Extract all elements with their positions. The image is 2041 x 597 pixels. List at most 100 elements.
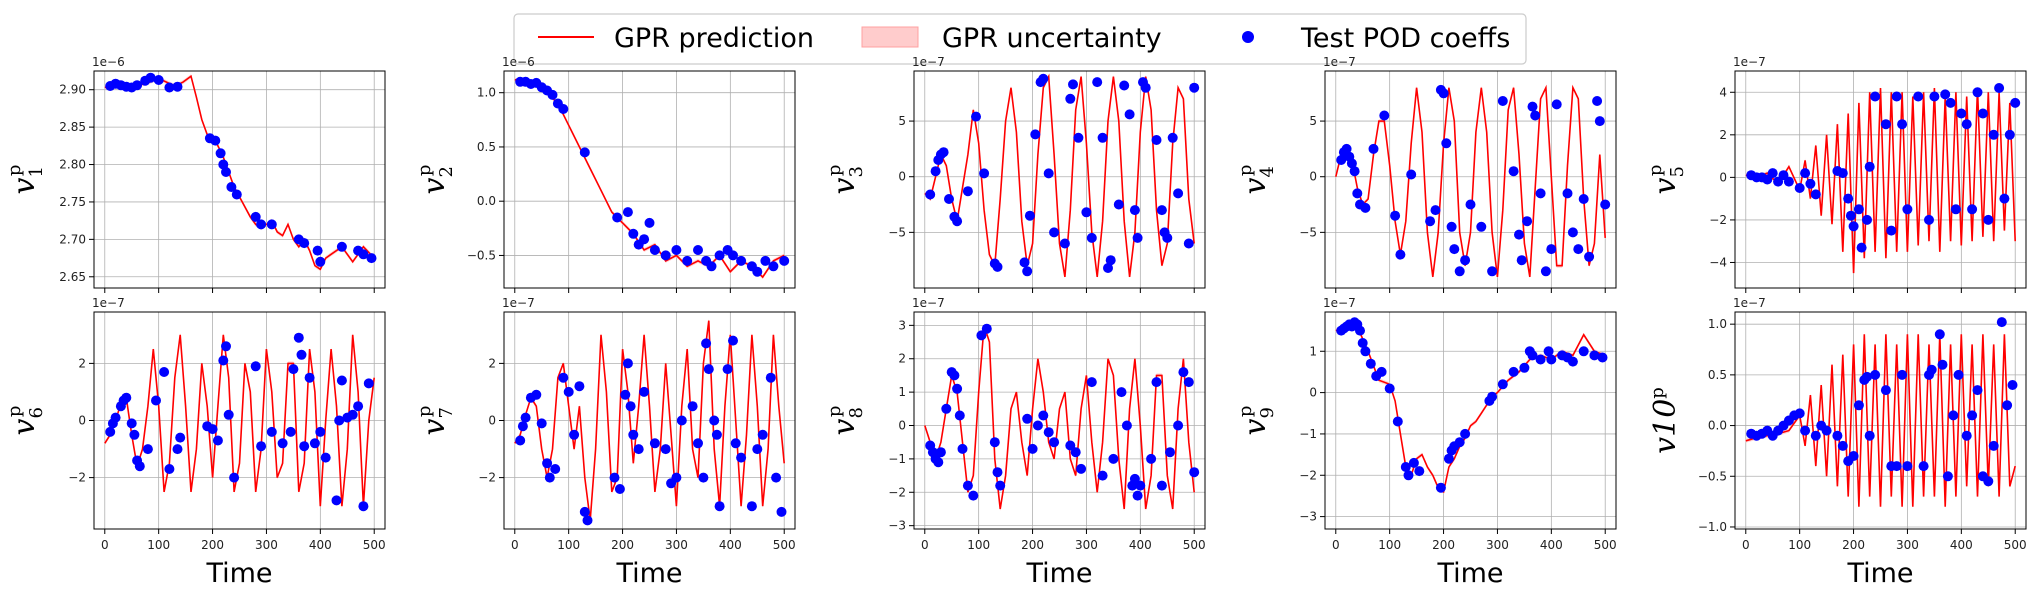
uncertainty-band (1335, 324, 1606, 494)
test-point (676, 415, 687, 426)
test-point (1880, 385, 1891, 396)
y-tick-label: 2.85 (59, 120, 86, 134)
x-tick-label: 200 (201, 538, 224, 552)
test-point (331, 495, 342, 506)
x-tick-label: 300 (665, 538, 688, 552)
test-point (1460, 428, 1471, 439)
test-point (1891, 461, 1902, 472)
y-tick-label: −5 (1299, 225, 1317, 239)
test-point (145, 72, 156, 83)
y-axis-label: v9p (1235, 406, 1278, 436)
offset-exponent: 1e−7 (92, 296, 125, 310)
test-point (1522, 216, 1533, 227)
test-point (779, 255, 790, 266)
test-point (221, 341, 231, 352)
test-point (542, 458, 553, 469)
test-point (1994, 83, 2005, 93)
test-point (1853, 204, 1864, 215)
test-point (962, 480, 973, 491)
test-point (1487, 391, 1498, 402)
test-point (1038, 73, 1049, 84)
test-point (366, 253, 377, 264)
test-point (336, 241, 347, 252)
prediction-line (104, 334, 375, 507)
legend-frame (513, 13, 1527, 65)
test-point (1132, 232, 1143, 243)
test-point (569, 429, 580, 440)
test-point (1810, 430, 1821, 441)
test-point (212, 435, 223, 446)
y-tick-label: 3 (898, 318, 906, 332)
test-point (536, 418, 547, 429)
test-point (1049, 227, 1060, 238)
test-point (1043, 427, 1054, 438)
offset-exponent: 1e−6 (92, 55, 125, 69)
test-point (1132, 490, 1143, 501)
test-point (1178, 367, 1189, 378)
test-point (1173, 420, 1184, 431)
test-point (1880, 119, 1891, 130)
test-point (639, 386, 650, 397)
test-point (312, 245, 323, 256)
test-point (1924, 214, 1934, 225)
test-point (358, 501, 369, 512)
test-point (1414, 466, 1425, 477)
test-point (1140, 82, 1151, 93)
x-tick-label: 300 (255, 538, 278, 552)
legend-uncertainty-swatch (861, 26, 919, 48)
test-point (671, 472, 682, 483)
test-point (218, 159, 229, 170)
x-tick-label: 400 (1950, 538, 1973, 552)
test-point (358, 249, 369, 260)
test-point (315, 426, 326, 437)
test-point (687, 401, 698, 412)
test-point (285, 426, 296, 437)
test-point (1948, 410, 1959, 421)
y-tick-label: −3 (888, 519, 906, 533)
test-point (1406, 169, 1417, 180)
test-point (110, 412, 121, 423)
test-point (1119, 80, 1130, 91)
test-point (1821, 425, 1832, 436)
y-axis-label: v7p (414, 406, 457, 436)
test-point (1597, 352, 1608, 363)
y-tick-label: 0 (488, 414, 496, 428)
test-point (1810, 189, 1821, 200)
test-point (266, 219, 277, 230)
y-tick-label: −4 (1709, 255, 1727, 269)
test-point (2004, 129, 2015, 140)
test-point (1360, 202, 1371, 213)
offset-exponent: 1e−7 (1733, 296, 1766, 310)
test-point (579, 506, 590, 517)
test-point (1487, 266, 1498, 277)
axes-frame (1734, 70, 2027, 289)
test-point (1129, 205, 1140, 216)
test-point (132, 80, 143, 91)
offset-exponent: 1e−7 (1733, 55, 1766, 69)
x-tick-label: 200 (1021, 538, 1044, 552)
test-point (1600, 199, 1611, 210)
test-point (933, 457, 944, 468)
prediction-line (1745, 87, 2016, 274)
test-point (1864, 430, 1875, 441)
test-point (1065, 440, 1076, 451)
y-tick-label: 0.0 (1708, 419, 1727, 433)
test-point (1870, 91, 1881, 102)
test-point (164, 82, 175, 93)
test-point (952, 383, 963, 394)
test-point (1527, 101, 1538, 112)
y-axis-label: v1p (4, 165, 47, 195)
test-point (728, 335, 738, 346)
test-point (1999, 193, 2010, 204)
test-point (309, 438, 320, 449)
test-point (1408, 457, 1419, 468)
test-point (1030, 129, 1041, 140)
test-point (1129, 473, 1140, 484)
test-point (1097, 132, 1108, 143)
y-tick-label: 5 (898, 114, 906, 128)
test-point (930, 166, 941, 177)
test-point (1435, 482, 1446, 493)
test-point (968, 490, 979, 501)
test-point (1086, 377, 1097, 388)
test-point (1027, 443, 1038, 454)
